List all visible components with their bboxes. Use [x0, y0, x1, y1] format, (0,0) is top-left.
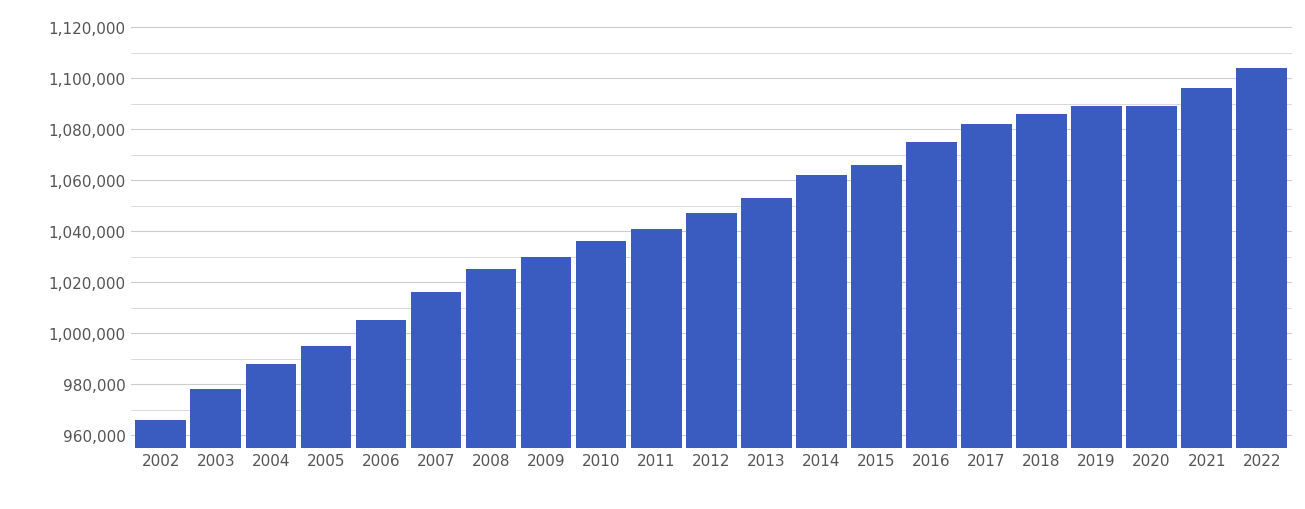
Bar: [136, 420, 187, 448]
Bar: [521, 257, 572, 448]
Bar: [851, 165, 902, 448]
Bar: [466, 270, 517, 448]
Bar: [300, 346, 351, 448]
Bar: [741, 199, 792, 448]
Bar: [1181, 89, 1232, 448]
Bar: [960, 125, 1011, 448]
Bar: [191, 389, 241, 448]
Bar: [906, 143, 957, 448]
Bar: [576, 242, 626, 448]
Bar: [796, 176, 847, 448]
Bar: [1236, 69, 1287, 448]
Bar: [1017, 115, 1066, 448]
Bar: [356, 321, 406, 448]
Bar: [630, 229, 681, 448]
Bar: [245, 364, 296, 448]
Bar: [411, 293, 462, 448]
Bar: [1071, 107, 1122, 448]
Bar: [686, 214, 736, 448]
Bar: [1126, 107, 1177, 448]
